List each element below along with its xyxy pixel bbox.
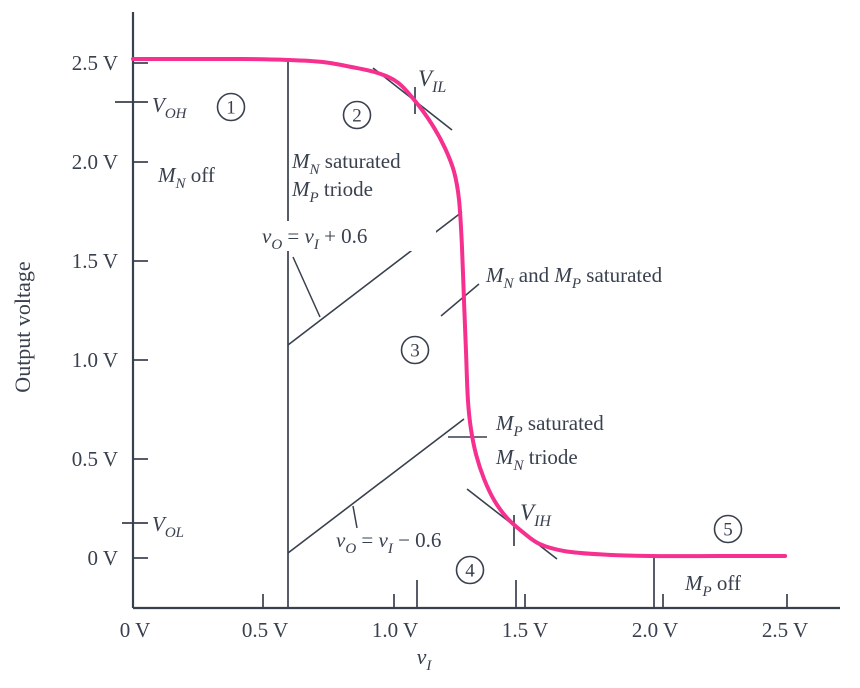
leader-vo-plus-label [292,256,321,318]
region-circle-3 [400,335,430,365]
region-circle-1 [216,92,246,122]
region-number-3: 3 [410,341,420,362]
voh-label: VOH [152,93,188,122]
x-tick-label-0.5: 0.5 V [242,618,288,642]
vil-label: VIL [418,66,446,96]
mn-off-label: MN off [157,163,215,192]
vol-label: VOL [152,512,184,541]
vo-equals-vi-plus-0p6-label: vO = vI + 0.6 [262,224,367,253]
x-tick-label-1.5: 1.5 V [502,618,548,642]
y-tick-label-2.5: 2.5 V [72,51,118,75]
vih-label: VIH [520,500,552,530]
region-number-5: 5 [723,520,733,541]
y-tick-label-0: 0 V [87,546,118,570]
vo-equals-vi-minus-0p6-line [287,418,465,554]
x-tick-label-2.5: 2.5 V [762,618,808,642]
region-number-2: 2 [352,106,362,127]
x-tick-label-0: 0 V [120,618,151,642]
y-tick-label-1: 1.0 V [72,348,118,372]
vo-equals-vi-minus-0p6-label: vO = vI − 0.6 [336,528,441,557]
region-circle-5 [713,514,743,544]
region-number-4: 4 [465,561,475,582]
x-axis-title: vI [417,644,433,674]
leader-vo-minus-label [352,505,358,529]
vo-equals-vi-plus-0p6-label-mask [256,221,436,251]
x-tick-label-2: 2.0 V [632,618,678,642]
mn-mp-saturated-label: MN and MP saturated [485,263,663,292]
mn-saturated-label: MN saturated [291,149,401,178]
y-axis-title: Output voltage [10,261,35,392]
y-tick-label-1.5: 1.5 V [72,249,118,273]
vtc-curve [131,56,788,559]
mp-off-label: MP off [684,571,741,600]
y-tick-label-0.5: 0.5 V [72,447,118,471]
mn-triode-label: MN triode [495,445,578,474]
leader-mn-mp-saturated [440,283,480,317]
y-tick-label-2: 2.0 V [72,150,118,174]
region-circle-2 [342,100,372,130]
region-circle-4 [455,555,485,585]
x-tick-label-1: 1.0 V [372,618,418,642]
region-number-1: 1 [226,98,236,119]
mp-triode-label: MP triode [291,177,373,206]
mp-saturated-label: MP saturated [495,411,604,440]
